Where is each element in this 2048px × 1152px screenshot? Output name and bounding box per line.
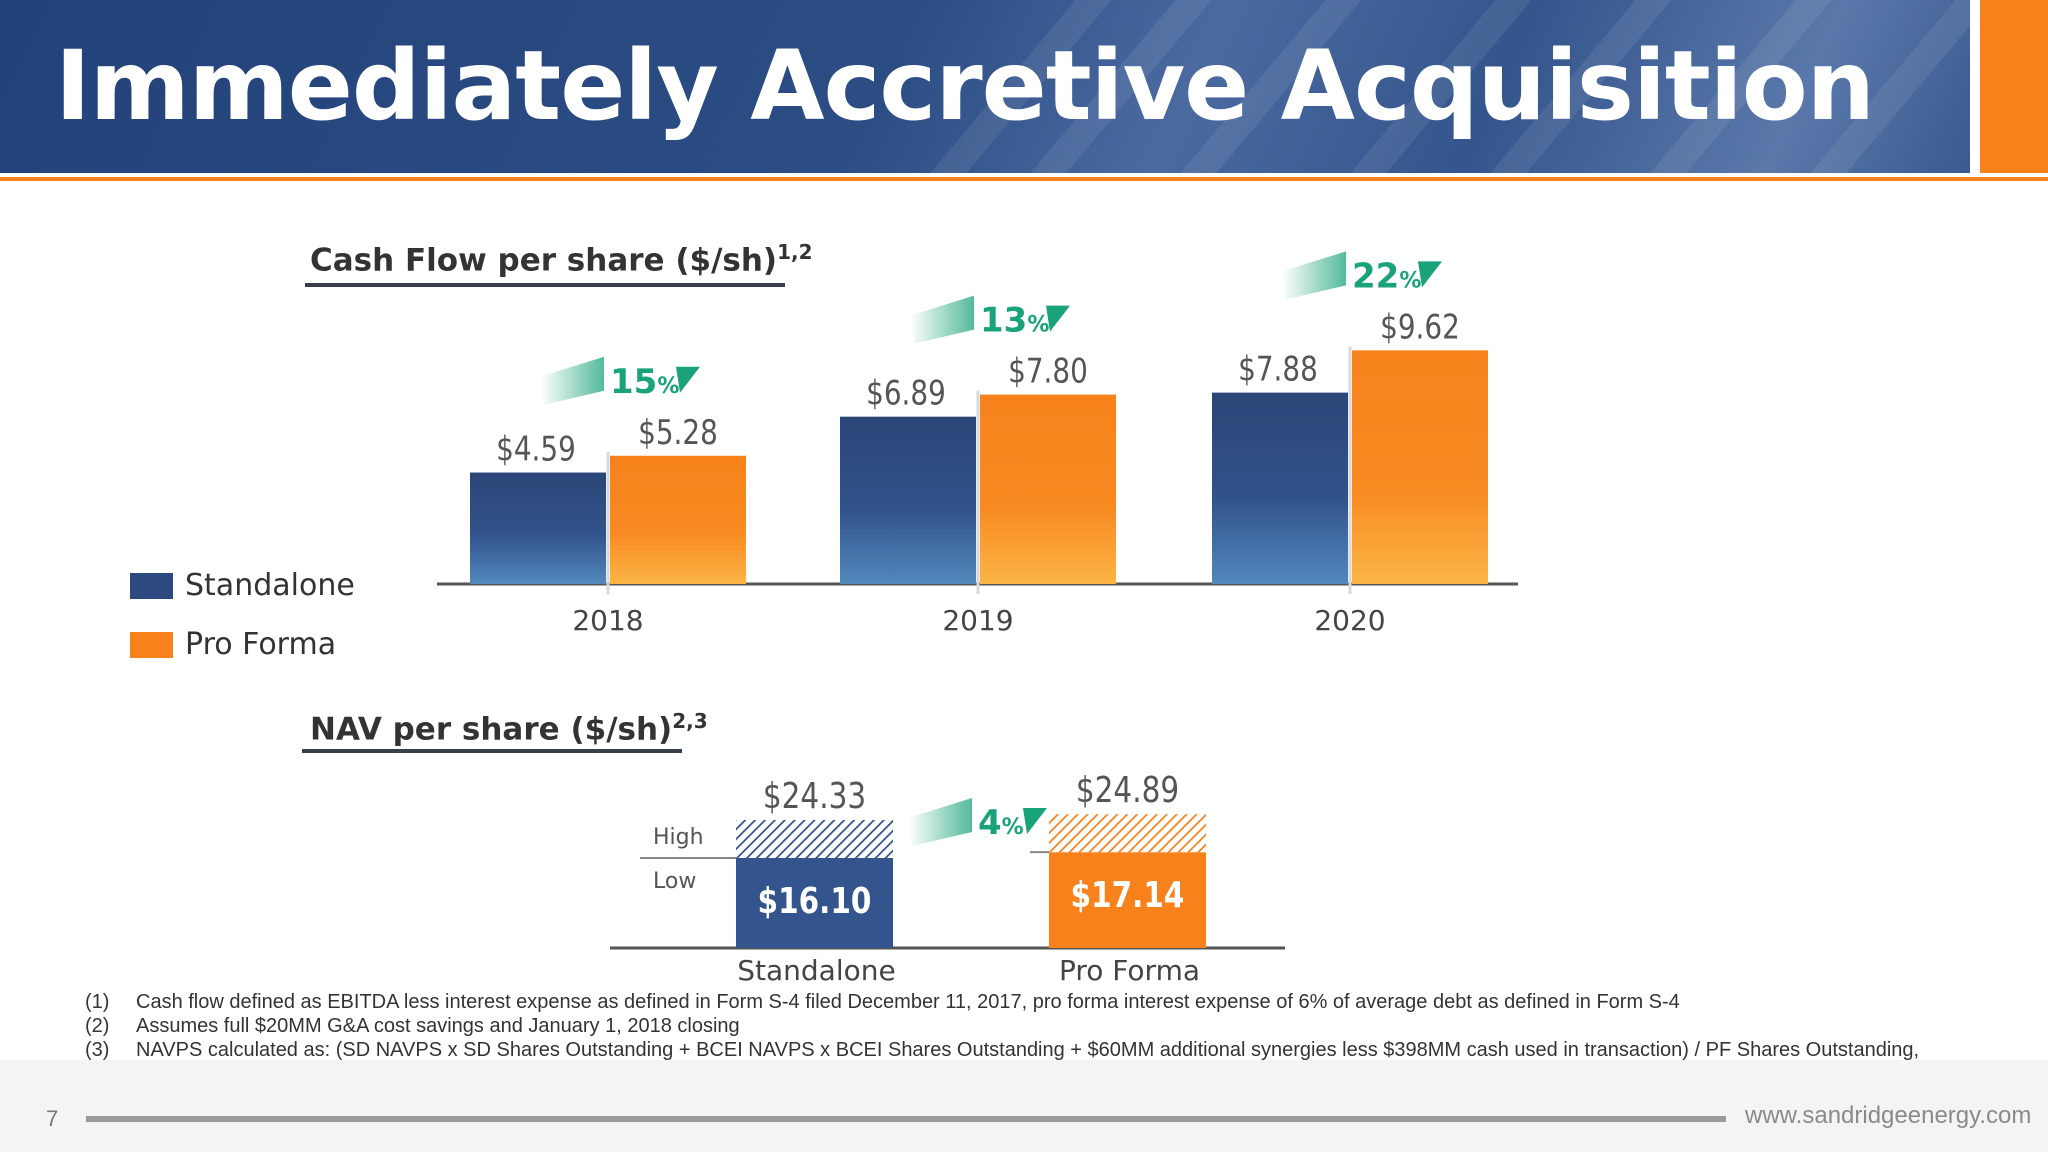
data-label-pro-forma: $5.28 [638,413,718,452]
accretion-arrowhead [1418,261,1442,288]
nav-title-underline [302,749,682,753]
nav-low-value-label: $16.10 [758,879,872,922]
nav-chart: $16.10 $24.33 Standalone $17.14 $24.89 Pro Fo… [610,768,1285,987]
accretion-arrow-tail [910,295,974,344]
nav-bar-low-Pro Forma [1049,852,1206,948]
footnote-2: (2) Assumes full $20MM G&A cost savings … [85,1014,1985,1038]
accretion-badge-2018: 15% [540,356,700,405]
legend-swatch-standalone [130,572,173,599]
nav-bar-high-range-Standalone [736,820,893,858]
nav-low-value-label: $17.14 [1071,873,1185,916]
data-label-standalone: $6.89 [866,374,946,413]
footnote-text: Assumes full $20MM G&A cost savings and … [136,1015,740,1037]
bar-pro-forma-2018 [610,455,746,584]
x-tick-label: 2020 [1314,604,1385,637]
nav-high-label: High [653,825,704,850]
cashflow-title-text: Cash Flow per share ($/sh) [310,242,778,279]
nav-x-tick-label: Standalone [737,954,895,987]
nav-high-value-label: $24.33 [763,774,866,817]
footnote-number: (2) [85,1015,110,1037]
footnote-number: (3) [85,1039,110,1061]
nav-title-text: NAV per share ($/sh) [310,711,673,748]
header-accent-line [0,177,2048,181]
nav-x-tick-label: Pro Forma [1059,954,1200,987]
accretion-label: 15% [610,362,679,402]
accretion-arrowhead [1046,305,1070,332]
footnote-number: (1) [85,991,110,1013]
cashflow-title-underline [305,283,785,287]
accretion-badge-2019: 13% [910,295,1070,344]
x-tick-label: 2019 [942,604,1013,637]
footer-divider [86,1116,1726,1122]
data-label-standalone: $4.59 [496,430,576,469]
cashflow-chart: $4.59 $5.28 2018 15% $6.89 $7.80 2019 13% $7.88 $… [437,251,1518,637]
footnote-text: Cash flow defined as EBITDA less interes… [136,991,1680,1013]
legend-label-standalone: Standalone [185,568,355,603]
data-label-standalone: $7.88 [1238,350,1318,389]
nav-high-value-label: $24.89 [1076,768,1179,811]
accretion-arrow-tail [1282,251,1346,300]
website-link[interactable]: www.sandridgeenergy.com [1745,1102,2032,1129]
data-label-pro-forma: $9.62 [1380,308,1460,347]
cashflow-chart-title: Cash Flow per share ($/sh)1,2 [310,240,813,278]
footer-band [0,1060,2048,1152]
x-tick-label: 2018 [572,604,643,637]
legend-item-standalone: Standalone [130,568,355,603]
accretion-arrow-tail [908,798,972,846]
accretion-badge-2020: 22% [1282,251,1442,300]
nav-bar-low-Standalone [736,858,893,948]
nav-low-label: Low [653,869,696,894]
data-label-pro-forma: $7.80 [1008,352,1088,391]
page-number: 7 [46,1106,59,1131]
bar-standalone-2019 [840,416,976,584]
bar-pro-forma-2019 [980,394,1116,584]
legend-label-pro-forma: Pro Forma [185,627,337,662]
accretion-arrow-tail [540,356,604,405]
bar-standalone-2020 [1212,392,1348,584]
bar-pro-forma-2020 [1352,350,1488,584]
nav-title-superscript: 2,3 [672,709,708,733]
header-banner: Immediately Accretive Acquisition [0,0,1970,173]
accretion-arrowhead [676,366,700,393]
footnote-1: (1) Cash flow defined as EBITDA less int… [85,990,1985,1014]
nav-accretion-badge: 4% [908,798,1047,846]
accretion-label: 13% [980,301,1049,341]
legend-item-pro-forma: Pro Forma [130,627,336,662]
nav-bar-high-range-Pro Forma [1049,814,1206,853]
header-accent-block [1980,0,2048,173]
accretion-arrowhead [1023,808,1047,834]
nav-chart-title: NAV per share ($/sh)2,3 [310,709,708,747]
bar-standalone-2018 [470,472,606,584]
accretion-label: 4% [978,803,1024,843]
slide-title: Immediately Accretive Acquisition [55,30,1875,142]
accretion-label: 22% [1352,256,1421,296]
legend-swatch-pro-forma [130,631,173,658]
cashflow-title-superscript: 1,2 [777,240,813,264]
